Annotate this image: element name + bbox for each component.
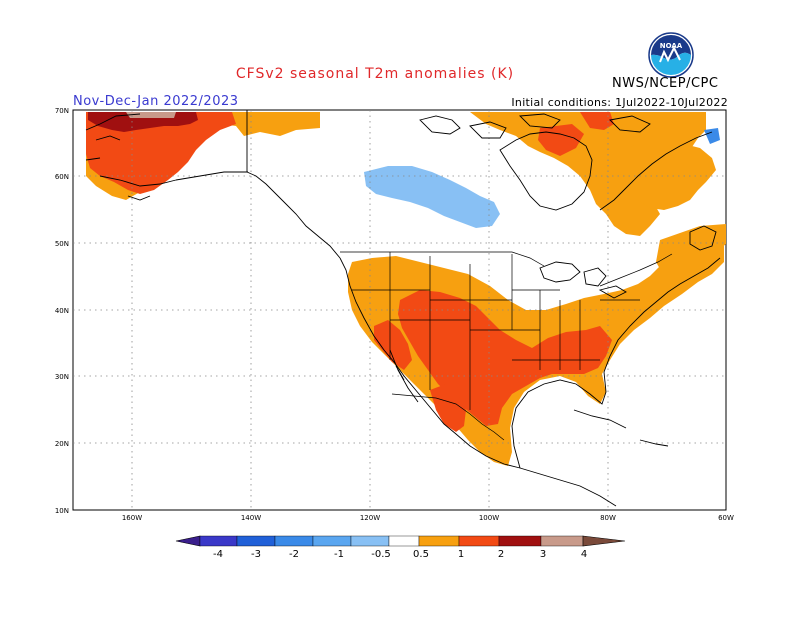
graticule — [73, 110, 726, 510]
colorbar — [175, 535, 626, 547]
lat-label: 40N — [55, 307, 69, 315]
colorbar-tick: -3 — [251, 549, 261, 560]
colorbar-low-arrow — [175, 535, 201, 547]
colorbar-seg — [199, 535, 238, 547]
colorbar-tick: -1 — [334, 549, 344, 560]
colorbar-seg — [274, 535, 314, 547]
colorbar-tick: -0.5 — [371, 549, 391, 560]
colorbar-seg — [350, 535, 390, 547]
colorbar-tick: 3 — [540, 549, 546, 560]
mexico-red-region — [430, 384, 466, 432]
noaa-logo-icon: NOAA — [648, 32, 694, 78]
lat-label: 50N — [55, 240, 69, 248]
colorbar-tick: 0.5 — [413, 549, 429, 560]
colorbar-high-arrow — [582, 535, 626, 547]
lon-label: 100W — [479, 514, 499, 522]
colorbar-seg — [388, 535, 420, 547]
colorbar-seg — [312, 535, 352, 547]
colorbar-tick: 2 — [498, 549, 504, 560]
coastlines — [85, 110, 721, 507]
map-title: CFSv2 seasonal T2m anomalies (K) — [235, 66, 515, 82]
colorbar-seg — [498, 535, 542, 547]
lat-label: 70N — [55, 107, 69, 115]
canada-cool-region — [364, 166, 500, 228]
labrador-warm-region — [620, 140, 716, 210]
colorbar-tick: 1 — [458, 549, 464, 560]
initial-conditions-label: Initial conditions: 1Jul2022-10Jul2022 — [511, 96, 728, 109]
lon-label: 80W — [600, 514, 616, 522]
lat-label: 30N — [55, 373, 69, 381]
colorbar-seg — [236, 535, 276, 547]
latitude-labels: 70N 60N 50N 40N 30N 20N 10N — [55, 107, 69, 515]
colorbar-labels: -4 -3 -2 -1 -0.5 0.5 1 2 3 4 — [213, 549, 587, 560]
lon-label: 160W — [122, 514, 142, 522]
lat-label: 60N — [55, 173, 69, 181]
longitude-labels: 160W 140W 120W 100W 80W 60W — [122, 514, 734, 522]
arctic-red-patch-2 — [580, 112, 614, 130]
political-boundaries — [340, 251, 673, 441]
season-label: Nov-Dec-Jan 2022/2023 — [73, 94, 239, 109]
colorbar-seg — [418, 535, 460, 547]
colorbar-tick: 4 — [581, 549, 587, 560]
arctic-red-patch — [538, 124, 584, 156]
colorbar-tick: -2 — [289, 549, 299, 560]
agency-label: NWS/NCEP/CPC — [612, 76, 719, 91]
southwest-red-region — [374, 320, 412, 370]
lon-label: 120W — [360, 514, 380, 522]
colorbar-seg — [458, 535, 500, 547]
lat-label: 10N — [55, 507, 69, 515]
newfoundland-cool-region — [704, 128, 720, 144]
alaska-extreme-region — [126, 112, 176, 118]
lon-label: 60W — [718, 514, 734, 522]
lat-label: 20N — [55, 440, 69, 448]
alaska-warm-region — [86, 112, 236, 194]
anomaly-shading — [86, 112, 726, 466]
lon-label: 140W — [241, 514, 261, 522]
logo-text: NOAA — [660, 42, 683, 50]
colorbar-tick: -4 — [213, 549, 223, 560]
colorbar-seg — [540, 535, 584, 547]
